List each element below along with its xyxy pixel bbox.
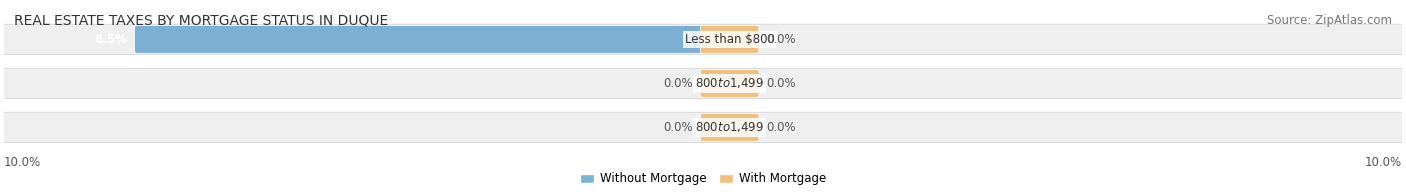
FancyBboxPatch shape [700, 113, 706, 141]
Text: REAL ESTATE TAXES BY MORTGAGE STATUS IN DUQUE: REAL ESTATE TAXES BY MORTGAGE STATUS IN … [14, 14, 388, 28]
FancyBboxPatch shape [3, 24, 1403, 54]
FancyBboxPatch shape [700, 70, 706, 97]
FancyBboxPatch shape [3, 112, 1403, 143]
Text: 10.0%: 10.0% [1365, 156, 1402, 169]
FancyBboxPatch shape [700, 113, 759, 141]
Legend: Without Mortgage, With Mortgage: Without Mortgage, With Mortgage [575, 168, 831, 190]
FancyBboxPatch shape [135, 25, 706, 53]
Text: Less than $800: Less than $800 [685, 33, 775, 46]
FancyBboxPatch shape [700, 70, 759, 97]
Text: 0.0%: 0.0% [766, 33, 796, 46]
FancyBboxPatch shape [700, 25, 759, 53]
Text: 0.0%: 0.0% [766, 77, 796, 90]
Text: 10.0%: 10.0% [4, 156, 41, 169]
Text: Source: ZipAtlas.com: Source: ZipAtlas.com [1267, 14, 1392, 27]
Text: 0.0%: 0.0% [664, 77, 693, 90]
Text: 8.5%: 8.5% [94, 33, 128, 46]
FancyBboxPatch shape [3, 68, 1403, 99]
Text: $800 to $1,499: $800 to $1,499 [695, 120, 763, 134]
Text: $800 to $1,499: $800 to $1,499 [695, 76, 763, 90]
Text: 0.0%: 0.0% [766, 121, 796, 134]
Text: 0.0%: 0.0% [664, 121, 693, 134]
